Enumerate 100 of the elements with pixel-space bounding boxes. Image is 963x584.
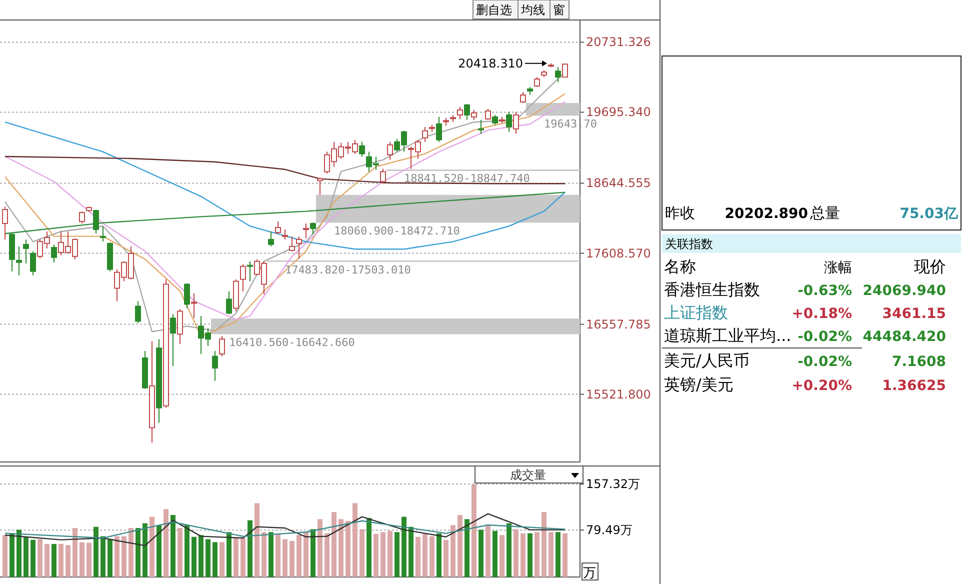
bar [472,484,476,577]
bar [402,516,406,577]
bar [478,530,484,577]
text: 涨幅 [824,260,852,276]
bar [108,539,112,577]
bar [528,533,532,577]
bar [212,542,218,577]
bar [394,532,400,577]
bar [422,534,428,577]
bar [192,536,196,577]
text: -0.63% [798,283,852,299]
bar [542,512,546,577]
text: 名称 [664,257,696,276]
text: 窗 [553,3,565,17]
bar [430,536,434,577]
y-tick-label: 19695.340 [586,105,651,120]
bar [206,539,210,577]
bar [178,528,182,577]
bar [500,535,504,577]
text: 现价 [914,257,946,276]
bar [2,535,8,577]
y-tick-label: 20731.326 [586,35,651,50]
text: 20202.890 [724,206,808,222]
text: 7.1608 [892,354,946,370]
line-series [4,520,566,539]
bar [164,509,168,577]
text: 关联指数 [665,237,713,251]
bar [352,503,358,577]
text: 香港恒生指数 [664,280,760,299]
bar [94,526,98,577]
text: 删自选 [476,3,512,17]
bar [52,544,56,577]
bar [374,534,378,577]
bar [458,515,462,577]
bar [114,536,120,577]
bar [30,540,36,577]
bar [184,525,190,577]
text: 24069.940 [862,283,946,299]
bar [324,533,330,577]
bar [436,533,442,577]
bar [268,532,274,577]
text: 美元/人民币 [664,351,750,370]
text: 均线 [520,3,545,17]
bar [156,525,162,577]
bar [332,512,336,577]
chart-title: 成交量 [510,468,546,482]
text: 75.03亿 [900,206,959,222]
bar [276,534,280,577]
line-series [4,192,566,234]
bar [464,519,470,577]
bar [128,528,134,577]
bar [556,532,560,577]
bar [86,542,92,577]
bar [290,540,294,577]
bar [450,525,456,577]
text: 1.36625 [882,378,946,394]
text: 昨收 [665,204,695,222]
line-series [4,513,566,546]
bar [534,532,540,577]
text: 总量 [809,204,840,222]
bar [380,532,386,577]
bar [72,528,78,577]
annotation: 20418.310 [458,56,523,70]
bar [10,533,14,577]
band-label: 18841.520-18847.740 [404,172,530,185]
bar [310,529,316,577]
bar [16,530,22,577]
bar [486,525,490,577]
bar [318,519,322,577]
y-tick-label: 15521.800 [586,387,651,402]
bar [240,538,246,577]
bar [562,533,568,577]
bar [408,526,414,577]
bar [24,536,28,577]
text: 道琼斯工业平均... [664,326,792,345]
y-axis-title: 万 [583,566,596,581]
bar [226,532,232,577]
y-tick-label: 16557.785 [586,317,651,332]
bar [366,518,372,577]
bar [416,536,420,577]
bar [170,515,176,577]
bar [304,532,308,577]
bar [80,542,84,577]
bar [444,540,448,577]
text: -0.02% [798,329,852,345]
bar [248,520,252,577]
bar [220,542,224,577]
band-label: 18060.900-18472.710 [334,224,460,238]
bar [492,530,498,577]
band-label: 17483.820-17503.010 [285,264,411,277]
bar [122,536,126,577]
bar [136,528,140,577]
y-tick-label: 18644.555 [586,176,651,190]
bar [360,529,364,577]
bar [282,539,288,577]
text: 44484.420 [862,329,946,345]
y-tick-label: 157.32万 [586,477,640,492]
bar [338,519,344,577]
y-tick-label: 17608.570 [586,246,651,260]
bar [506,523,512,577]
